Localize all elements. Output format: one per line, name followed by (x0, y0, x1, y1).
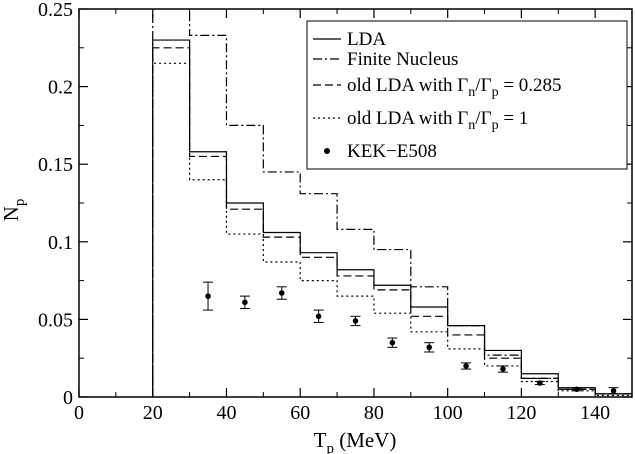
data-point (389, 339, 396, 346)
legend-box (306, 20, 628, 170)
x-axis-title: Tp (MeV) (314, 428, 397, 454)
data-point (352, 318, 359, 324)
x-axis-title-unit: (MeV) (334, 428, 396, 452)
histogram-series (152, 9, 632, 397)
y-axis-title: Np (0, 199, 28, 222)
y-axis-title-sub: p (12, 199, 28, 207)
legend-label-part: p (492, 85, 499, 100)
legend-label: Finite Nucleus (347, 49, 458, 70)
y-tick-label: 0.2 (48, 77, 73, 99)
data-point (500, 366, 506, 372)
x-tick-label: 120 (506, 402, 536, 424)
x-axis-title-main: T (314, 428, 327, 452)
x-tick-label: 140 (580, 402, 610, 424)
data-point (537, 380, 543, 386)
y-tick-label: 0.1 (48, 232, 73, 254)
x-tick-label: 100 (433, 402, 463, 424)
series-finite-nucleus (152, 9, 632, 397)
data-point (205, 293, 211, 299)
y-axis-title-main: N (0, 206, 23, 221)
legend-label-part: n (468, 85, 475, 100)
legend-label: old LDA with Γn/Γp = 1 (347, 108, 528, 133)
y-tick-label: 0.15 (38, 154, 73, 176)
x-tick-label: 40 (216, 402, 236, 424)
legend-label-part: old LDA with Γ (347, 75, 468, 96)
y-tick-label: 0.05 (38, 309, 73, 331)
legend-label-part: /Γ (475, 108, 491, 129)
x-tick-label: 20 (143, 402, 163, 424)
legend-label: KEK−E508 (347, 141, 437, 162)
data-points (203, 281, 619, 395)
data-point (610, 387, 617, 394)
legend-marker-kek-e508 (324, 148, 330, 154)
legend-label-part: = 1 (499, 108, 529, 129)
series-old-lda-with-n-p-1 (152, 62, 632, 397)
y-tick-label: 0.25 (38, 0, 73, 21)
data-point (315, 313, 322, 320)
y-tick-label: 0 (63, 387, 73, 409)
legend-label: LDA (347, 29, 386, 50)
legend-label: old LDA with Γn/Γp = 0.285 (347, 75, 562, 100)
x-tick-label: 80 (364, 402, 384, 424)
data-point (426, 344, 433, 351)
data-point (242, 299, 248, 306)
x-tick-label: 0 (74, 402, 84, 424)
legend-label-part: /Γ (475, 75, 491, 96)
legend-label-part: p (492, 118, 499, 133)
legend-label-part: = 0.285 (499, 75, 562, 96)
legend-label-part: n (468, 118, 475, 133)
x-axis-title-sub: p (326, 441, 334, 454)
data-point (463, 363, 469, 369)
data-point (573, 386, 580, 393)
x-axis: 0 20 40 60 80 100 120 140 (74, 9, 610, 424)
data-point (278, 290, 285, 296)
x-tick-label: 60 (290, 402, 310, 424)
legend-label-part: old LDA with Γ (347, 108, 468, 129)
